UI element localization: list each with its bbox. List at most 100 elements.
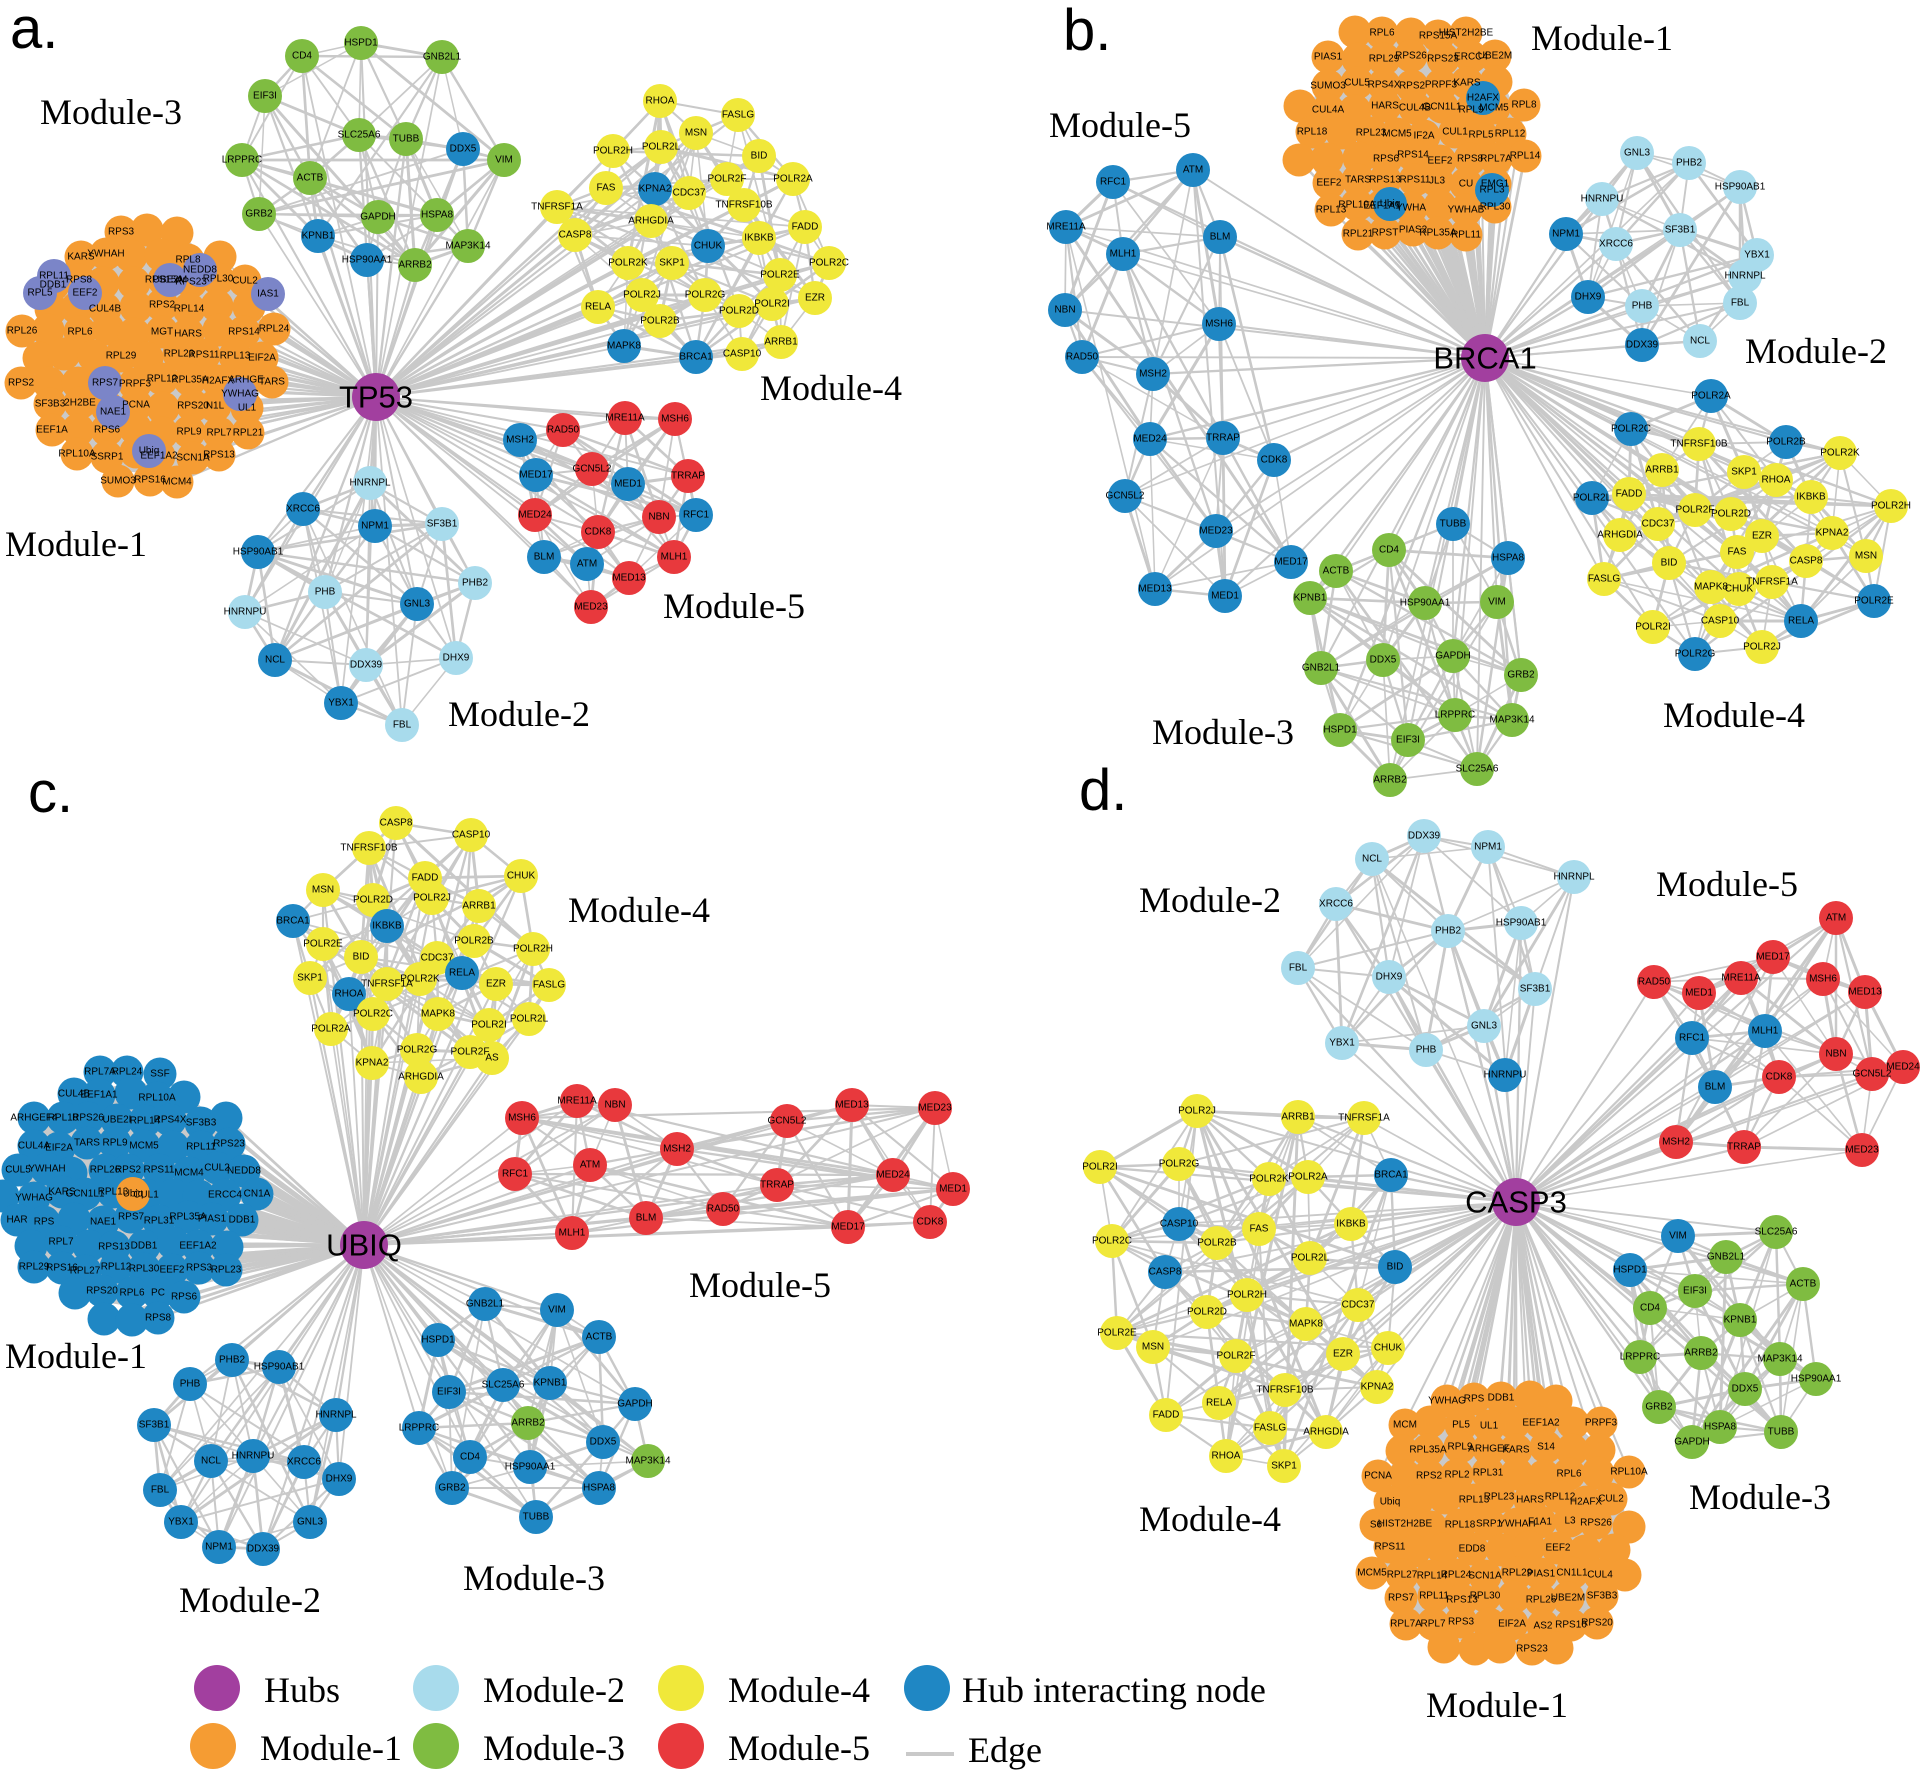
svg-text:TUBB: TUBB	[1768, 1427, 1795, 1438]
svg-text:RPS20: RPS20	[177, 401, 209, 412]
svg-text:RPL8: RPL8	[1511, 100, 1536, 111]
svg-text:MED13: MED13	[612, 573, 646, 584]
svg-text:TNFRSF10B: TNFRSF10B	[340, 843, 398, 854]
svg-text:CUL2: CUL2	[1598, 1494, 1624, 1505]
svg-text:MED23: MED23	[1199, 526, 1233, 537]
svg-text:RPL35A: RPL35A	[1409, 1445, 1447, 1456]
svg-text:RPS3: RPS3	[186, 1263, 213, 1274]
svg-text:HSP90AB1: HSP90AB1	[233, 547, 284, 558]
svg-text:CDC37: CDC37	[1342, 1300, 1375, 1311]
svg-text:MAP3K14: MAP3K14	[625, 1456, 670, 1467]
svg-text:RPL10A: RPL10A	[138, 1093, 176, 1104]
svg-text:MCM4: MCM4	[174, 1168, 204, 1179]
svg-text:POLR2E: POLR2E	[1097, 1328, 1137, 1339]
svg-text:CASP10: CASP10	[452, 830, 491, 841]
svg-text:CDK8: CDK8	[917, 1217, 944, 1228]
svg-text:RPS7: RPS7	[118, 1212, 145, 1223]
svg-text:RPL12: RPL12	[1545, 1492, 1576, 1503]
svg-text:ARHGDIA: ARHGDIA	[398, 1072, 444, 1083]
svg-text:DDX5: DDX5	[450, 144, 477, 155]
svg-text:RPS26: RPS26	[72, 1113, 104, 1124]
svg-text:POLR2B: POLR2B	[1197, 1238, 1237, 1249]
svg-text:RPL31: RPL31	[1473, 1468, 1504, 1479]
svg-text:UL1: UL1	[1480, 1421, 1499, 1432]
svg-text:RHOA: RHOA	[1212, 1451, 1241, 1462]
svg-text:CUL5: CUL5	[1344, 78, 1370, 89]
svg-text:Ubiq: Ubiq	[1380, 1497, 1401, 1508]
svg-text:RPL9: RPL9	[1447, 1442, 1472, 1453]
svg-text:MCM5: MCM5	[1357, 1568, 1387, 1579]
svg-text:RPL18: RPL18	[1445, 1520, 1476, 1531]
svg-text:BLM: BLM	[636, 1213, 657, 1224]
svg-text:UBE2I: UBE2I	[103, 1115, 132, 1126]
svg-text:RPS11: RPS11	[1400, 175, 1431, 186]
svg-text:FAS: FAS	[1250, 1224, 1269, 1235]
svg-text:RPS11: RPS11	[1375, 1542, 1406, 1553]
svg-text:PHB2: PHB2	[219, 1355, 246, 1366]
svg-text:EIF2A: EIF2A	[1498, 1619, 1526, 1630]
svg-text:HNRNPL: HNRNPL	[1724, 271, 1766, 282]
svg-text:PIAS1: PIAS1	[198, 1214, 227, 1225]
svg-text:MAPK8: MAPK8	[1694, 582, 1728, 593]
svg-text:MSH2: MSH2	[1139, 369, 1167, 380]
svg-text:SF3B1: SF3B1	[139, 1420, 170, 1431]
svg-text:MLH1: MLH1	[661, 552, 688, 563]
svg-text:Module-4: Module-4	[1139, 1499, 1281, 1539]
svg-text:SKP1: SKP1	[1731, 467, 1757, 478]
svg-text:POLR2E: POLR2E	[1854, 596, 1894, 607]
svg-text:KARS: KARS	[1502, 1445, 1530, 1456]
svg-text:TUBB: TUBB	[393, 134, 420, 145]
svg-text:RHOA: RHOA	[646, 96, 675, 107]
svg-text:RPS8: RPS8	[145, 1313, 172, 1324]
svg-text:GRB2: GRB2	[245, 209, 273, 220]
svg-text:LRPPRC: LRPPRC	[1620, 1352, 1661, 1363]
svg-text:EIF3I: EIF3I	[253, 91, 277, 102]
svg-text:SCN1A: SCN1A	[176, 453, 210, 464]
svg-text:POLR2B: POLR2B	[640, 316, 680, 327]
svg-text:POLR2L: POLR2L	[642, 142, 681, 153]
svg-text:RPS23: RPS23	[1427, 54, 1459, 65]
svg-text:DDX39: DDX39	[350, 660, 383, 671]
svg-text:Module-1: Module-1	[5, 524, 147, 564]
svg-text:SF3B1: SF3B1	[1665, 225, 1696, 236]
svg-text:NPM1: NPM1	[1552, 229, 1580, 240]
svg-text:MED17: MED17	[831, 1222, 865, 1233]
svg-text:ARHGEF: ARHGEF	[1468, 1444, 1510, 1455]
svg-text:CASP8: CASP8	[1790, 556, 1823, 567]
svg-text:RPL5: RPL5	[1468, 130, 1493, 141]
svg-text:HNRNPL: HNRNPL	[1553, 872, 1595, 883]
svg-text:NBN: NBN	[604, 1100, 625, 1111]
svg-text:CASP8: CASP8	[1149, 1267, 1182, 1278]
svg-text:Module-1: Module-1	[1426, 1685, 1568, 1725]
svg-text:MSN: MSN	[1142, 1342, 1164, 1353]
svg-text:MED23: MED23	[918, 1103, 952, 1114]
svg-text:Module-5: Module-5	[1049, 105, 1191, 145]
svg-text:POLR2A: POLR2A	[1691, 391, 1731, 402]
svg-text:RPL23: RPL23	[211, 1265, 242, 1276]
svg-text:SRP1: SRP1	[1476, 1519, 1503, 1530]
svg-text:EEF2: EEF2	[1427, 156, 1452, 167]
svg-text:Module-3: Module-3	[1689, 1477, 1831, 1517]
svg-text:FAS: FAS	[597, 183, 616, 194]
svg-text:Module-4: Module-4	[568, 890, 710, 930]
svg-text:POLR2A: POLR2A	[311, 1024, 351, 1035]
svg-text:RPS15A: RPS15A	[145, 275, 184, 286]
svg-text:NBN: NBN	[1825, 1049, 1846, 1060]
svg-text:NCL: NCL	[201, 1456, 221, 1467]
svg-text:ATM: ATM	[1826, 913, 1846, 924]
svg-text:RPL31: RPL31	[144, 1216, 175, 1227]
svg-text:RPL14: RPL14	[174, 304, 205, 315]
svg-text:RPS13: RPS13	[1446, 1595, 1478, 1606]
svg-text:YBX1: YBX1	[168, 1517, 194, 1528]
svg-text:Ubiq: Ubiq	[123, 1189, 144, 1200]
svg-text:MSH6: MSH6	[661, 414, 689, 425]
svg-text:RFC1: RFC1	[683, 510, 710, 521]
svg-text:HIST2H2BE: HIST2H2BE	[1439, 28, 1494, 39]
svg-text:EMG1: EMG1	[1481, 179, 1510, 190]
svg-text:EEF1A1: EEF1A1	[80, 1090, 118, 1101]
svg-text:BRCA1: BRCA1	[276, 916, 310, 927]
svg-text:CHUK: CHUK	[694, 241, 723, 252]
svg-text:RPL3: RPL3	[1479, 185, 1504, 196]
svg-text:RHOA: RHOA	[335, 989, 364, 1000]
svg-text:BRCA1: BRCA1	[679, 352, 713, 363]
